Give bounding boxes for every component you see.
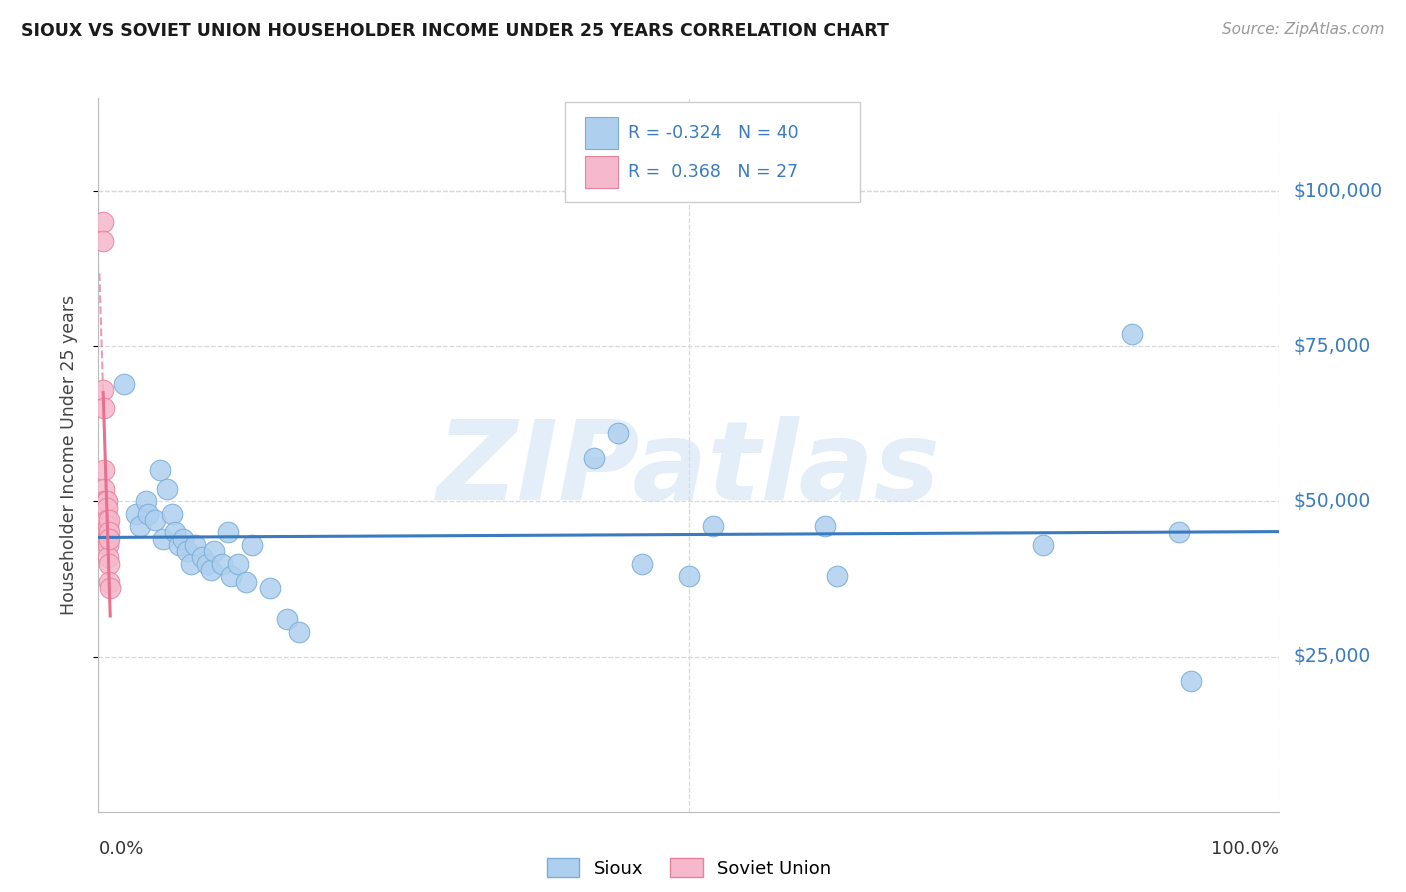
Point (1032, 538, 1054, 552)
Text: $100,000: $100,000 (1294, 182, 1382, 201)
Point (143, 513, 166, 527)
Point (112, 376, 135, 391)
Point (128, 519, 150, 533)
Point (1180, 674, 1202, 689)
Point (136, 507, 159, 521)
FancyBboxPatch shape (565, 102, 860, 202)
Text: ZIPatlas: ZIPatlas (437, 416, 941, 523)
Point (276, 612, 298, 626)
Point (607, 426, 630, 441)
Point (94, 532, 117, 546)
Point (96, 500, 118, 515)
Point (1168, 525, 1191, 540)
Point (191, 550, 214, 565)
Text: $25,000: $25,000 (1294, 647, 1371, 666)
Point (184, 538, 207, 552)
Point (93, 463, 115, 477)
Point (217, 525, 239, 540)
Point (98, 532, 121, 546)
Legend: Sioux, Soviet Union: Sioux, Soviet Union (540, 851, 838, 885)
Point (94, 525, 117, 540)
Text: $75,000: $75,000 (1294, 337, 1371, 356)
Point (94, 507, 117, 521)
Point (172, 532, 194, 546)
Point (94, 519, 117, 533)
Point (160, 507, 183, 521)
Point (97, 519, 120, 533)
Point (93, 482, 115, 496)
Point (211, 557, 233, 571)
Text: $50,000: $50,000 (1294, 492, 1371, 511)
Text: R =  0.368   N = 27: R = 0.368 N = 27 (627, 163, 797, 181)
Point (125, 507, 148, 521)
Text: Source: ZipAtlas.com: Source: ZipAtlas.com (1222, 22, 1385, 37)
Point (97, 532, 120, 546)
Point (825, 569, 848, 583)
Text: SIOUX VS SOVIET UNION HOUSEHOLDER INCOME UNDER 25 YEARS CORRELATION CHART: SIOUX VS SOVIET UNION HOUSEHOLDER INCOME… (21, 22, 889, 40)
Point (678, 569, 700, 583)
Point (93, 401, 115, 416)
Y-axis label: Householder Income Under 25 years: Householder Income Under 25 years (59, 295, 77, 615)
Point (583, 450, 606, 465)
Point (96, 513, 118, 527)
Point (98, 525, 121, 540)
Point (202, 544, 225, 558)
Point (219, 569, 242, 583)
Point (814, 519, 837, 533)
Point (96, 532, 118, 546)
Point (630, 557, 652, 571)
Point (180, 557, 202, 571)
Point (135, 494, 157, 508)
Point (91, 215, 114, 229)
Text: 0.0%: 0.0% (98, 840, 143, 858)
Point (195, 557, 218, 571)
Point (1121, 326, 1143, 341)
Point (156, 482, 179, 496)
Point (94, 494, 117, 508)
Point (235, 575, 257, 590)
Point (288, 624, 311, 639)
Point (98, 582, 121, 596)
Point (98, 513, 121, 527)
Text: 100.0%: 100.0% (1212, 840, 1279, 858)
Point (97, 538, 120, 552)
Point (152, 532, 174, 546)
Point (98, 575, 121, 590)
Point (149, 463, 172, 477)
Point (259, 582, 281, 596)
Point (165, 525, 187, 540)
Point (96, 494, 118, 508)
Point (93, 494, 115, 508)
Text: R = -0.324   N = 40: R = -0.324 N = 40 (627, 124, 799, 142)
Point (98, 557, 121, 571)
Point (240, 538, 263, 552)
Point (176, 544, 198, 558)
Point (96, 525, 118, 540)
Point (702, 519, 724, 533)
Point (91, 234, 114, 248)
Point (91, 383, 114, 397)
Point (200, 563, 222, 577)
FancyBboxPatch shape (585, 118, 619, 149)
Point (226, 557, 249, 571)
Point (167, 538, 190, 552)
FancyBboxPatch shape (585, 156, 619, 187)
Point (97, 550, 120, 565)
